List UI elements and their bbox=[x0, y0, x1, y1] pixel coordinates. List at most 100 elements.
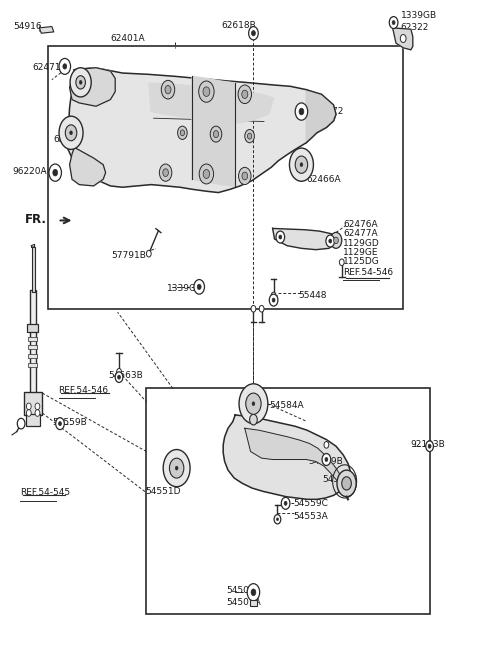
Polygon shape bbox=[70, 68, 115, 106]
Circle shape bbox=[275, 516, 280, 523]
Bar bbox=[28, 345, 37, 349]
Bar bbox=[146, 388, 430, 614]
Circle shape bbox=[203, 87, 210, 96]
Bar bbox=[250, 600, 257, 606]
Polygon shape bbox=[393, 28, 413, 50]
Circle shape bbox=[59, 422, 61, 426]
Polygon shape bbox=[245, 428, 345, 490]
Circle shape bbox=[342, 477, 351, 490]
Circle shape bbox=[271, 292, 276, 299]
Circle shape bbox=[259, 305, 264, 312]
Text: 55448: 55448 bbox=[299, 291, 327, 300]
Circle shape bbox=[246, 393, 261, 414]
Circle shape bbox=[252, 31, 255, 36]
Text: 96220A: 96220A bbox=[12, 167, 47, 176]
Circle shape bbox=[214, 131, 218, 137]
Circle shape bbox=[334, 237, 338, 244]
Polygon shape bbox=[149, 83, 274, 123]
Circle shape bbox=[165, 86, 171, 94]
Circle shape bbox=[210, 126, 222, 142]
Bar bbox=[32, 247, 35, 292]
Text: 62401A: 62401A bbox=[110, 34, 145, 43]
Text: 57791B: 57791B bbox=[111, 251, 146, 260]
Circle shape bbox=[146, 250, 151, 257]
Text: 54500: 54500 bbox=[227, 586, 255, 596]
Text: 62472: 62472 bbox=[316, 107, 344, 116]
Circle shape bbox=[117, 369, 121, 375]
Text: 62471: 62471 bbox=[33, 63, 61, 72]
Circle shape bbox=[248, 133, 252, 139]
Circle shape bbox=[199, 164, 214, 184]
Circle shape bbox=[250, 414, 257, 425]
Text: 62322: 62322 bbox=[401, 23, 429, 33]
Circle shape bbox=[295, 156, 308, 173]
Text: REF.54-545: REF.54-545 bbox=[20, 488, 70, 497]
Circle shape bbox=[284, 501, 287, 505]
Polygon shape bbox=[39, 27, 54, 33]
Polygon shape bbox=[192, 76, 235, 186]
Circle shape bbox=[299, 108, 304, 115]
Text: 62618B: 62618B bbox=[222, 21, 256, 30]
Text: REF.54-546: REF.54-546 bbox=[59, 386, 108, 395]
Circle shape bbox=[159, 164, 172, 181]
Circle shape bbox=[26, 403, 31, 410]
Circle shape bbox=[59, 58, 71, 74]
Text: REF.54-546: REF.54-546 bbox=[343, 268, 393, 277]
Text: 54584A: 54584A bbox=[270, 400, 304, 410]
Circle shape bbox=[242, 172, 248, 180]
Text: 1339GB: 1339GB bbox=[401, 11, 437, 20]
Circle shape bbox=[118, 375, 120, 379]
Circle shape bbox=[279, 235, 282, 239]
Text: 1129GE: 1129GE bbox=[343, 248, 379, 257]
Bar bbox=[24, 392, 42, 415]
Circle shape bbox=[199, 81, 214, 102]
Circle shape bbox=[169, 458, 184, 478]
Circle shape bbox=[49, 164, 61, 181]
Circle shape bbox=[26, 410, 31, 416]
Circle shape bbox=[289, 148, 313, 181]
Text: 54501A: 54501A bbox=[227, 598, 261, 608]
Polygon shape bbox=[223, 415, 350, 499]
Circle shape bbox=[35, 410, 40, 416]
Text: 54563B: 54563B bbox=[108, 371, 143, 380]
Circle shape bbox=[251, 305, 256, 312]
Circle shape bbox=[426, 441, 433, 452]
Bar bbox=[28, 337, 37, 341]
Circle shape bbox=[326, 235, 335, 247]
Text: 54916: 54916 bbox=[13, 22, 42, 31]
Text: 62477A: 62477A bbox=[343, 229, 378, 238]
Circle shape bbox=[239, 167, 251, 185]
Bar bbox=[27, 324, 38, 332]
Circle shape bbox=[300, 163, 303, 167]
Circle shape bbox=[329, 239, 332, 243]
Circle shape bbox=[35, 403, 40, 410]
Circle shape bbox=[322, 454, 331, 465]
Text: 62476A: 62476A bbox=[343, 220, 378, 229]
Circle shape bbox=[238, 85, 252, 104]
Text: 54559C: 54559C bbox=[293, 499, 328, 508]
Polygon shape bbox=[273, 228, 336, 250]
Circle shape bbox=[175, 466, 178, 470]
Circle shape bbox=[79, 80, 82, 84]
Text: FR.: FR. bbox=[25, 213, 47, 226]
Bar bbox=[48, 46, 403, 309]
Circle shape bbox=[203, 169, 210, 179]
Text: 92193B: 92193B bbox=[410, 440, 445, 450]
Polygon shape bbox=[67, 68, 336, 193]
Circle shape bbox=[245, 129, 254, 143]
Text: 1129GD: 1129GD bbox=[343, 238, 380, 248]
Circle shape bbox=[180, 129, 184, 136]
Circle shape bbox=[274, 515, 281, 524]
Circle shape bbox=[197, 284, 201, 290]
Circle shape bbox=[59, 116, 83, 149]
Circle shape bbox=[269, 294, 278, 306]
Bar bbox=[28, 328, 37, 332]
Circle shape bbox=[70, 131, 72, 135]
Circle shape bbox=[115, 372, 123, 382]
Circle shape bbox=[63, 64, 67, 69]
Circle shape bbox=[325, 457, 328, 461]
Bar bbox=[26, 414, 40, 426]
Circle shape bbox=[249, 27, 258, 40]
Circle shape bbox=[324, 442, 329, 448]
Circle shape bbox=[276, 518, 278, 521]
